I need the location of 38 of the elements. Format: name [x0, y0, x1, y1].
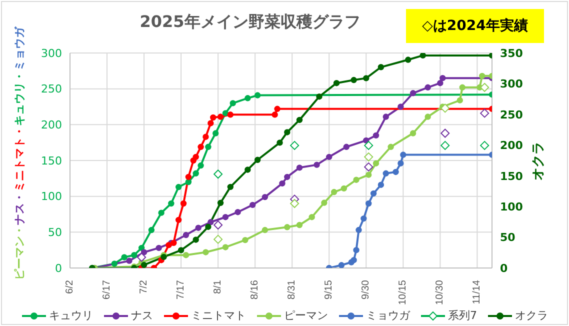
- legend-label: ナス: [131, 308, 153, 323]
- y-tick-label: 100: [41, 190, 62, 204]
- y2-axis-title: オクラ: [530, 140, 547, 182]
- y2-tick-label: 350: [500, 46, 524, 60]
- x-tick-label: 6/17: [102, 280, 113, 300]
- y2-tick-label: 150: [500, 170, 524, 183]
- y-tick-label: 300: [41, 46, 62, 60]
- x-tick-label: 7/2: [138, 280, 150, 294]
- x-tick-label: 8/31: [286, 280, 298, 300]
- text: ピーマン・ナス・ミニトマト・キュウリ・ミョウガ: [13, 27, 26, 280]
- y2-tick-label: 250: [500, 108, 524, 122]
- legend-label: ミニトマト: [191, 308, 246, 323]
- y2-tick-label: 0: [500, 262, 508, 275]
- y2-tick-label: 300: [500, 78, 524, 91]
- legend-label: オクラ: [515, 308, 548, 323]
- x-tick-label: 10/15: [398, 280, 409, 306]
- y-tick-label: 200: [41, 118, 62, 132]
- y-tick-label: 150: [41, 154, 62, 168]
- x-tick-label: 9/30: [360, 280, 372, 300]
- y2-tick-label: 50: [500, 231, 516, 244]
- y-tick-label: 0: [55, 262, 62, 275]
- y2-tick-label: 100: [500, 200, 524, 214]
- x-tick-label: 9/15: [324, 280, 335, 300]
- x-tick-label: 8/16: [250, 280, 261, 300]
- x-tick-label: 8/1: [212, 280, 224, 294]
- x-tick-label: 11/14: [472, 280, 483, 304]
- x-tick-label: 7/17: [176, 280, 187, 300]
- legend-label: 系列7: [448, 308, 477, 323]
- text: ◇は2024年実績: [406, 9, 544, 43]
- x-tick-label: 10/30: [434, 280, 446, 306]
- chart-title: 2025年メイン野菜収穫グラフ: [138, 12, 362, 33]
- y-tick-label: 250: [41, 82, 62, 96]
- x-tick-label: 6/2: [64, 280, 76, 294]
- y2-tick-label: 200: [500, 139, 524, 152]
- legend-label: ピーマン: [284, 308, 328, 323]
- legend-label: ミョウガ: [366, 308, 410, 323]
- y-tick-label: 50: [48, 226, 62, 240]
- legend-label: キュウリ: [49, 308, 93, 323]
